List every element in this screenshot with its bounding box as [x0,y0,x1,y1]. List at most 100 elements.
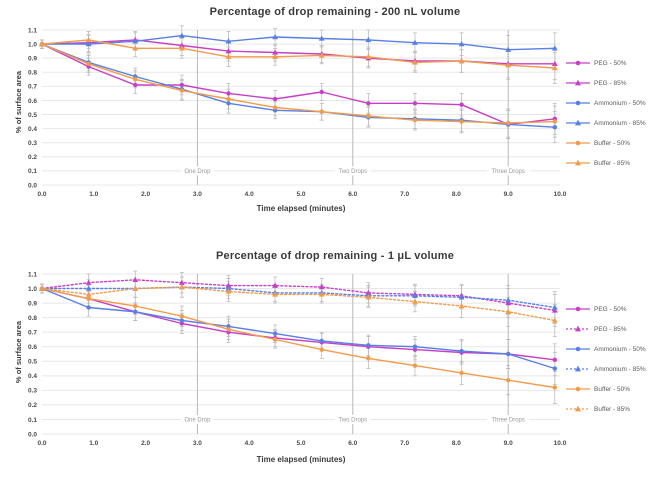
y-tick-label: 0.4 [28,126,37,133]
y-tick-label: 0.1 [28,417,37,424]
legend-marker-icon [566,346,590,352]
y-tick-label: 0.9 [28,300,37,307]
legend: PEG - 50% PEG - 85% Ammonium - 50% Ammonium… [566,304,650,424]
y-tick-label: 0.3 [28,388,37,395]
x-tick-label: 0.0 [37,440,46,447]
legend-item-buffer-50: Buffer - 50% [566,138,650,148]
legend-marker-icon [566,386,590,392]
chart-200nl-volume: Percentage of drop remaining - 200 nL vo… [0,0,650,239]
y-axis-label: % of surface area [14,70,23,134]
y-tick-label: 0.7 [28,84,37,91]
annotation-label: Three Drops [492,418,525,424]
legend-item-buffer-85: Buffer - 85% [566,404,650,414]
y-tick-label: 1.1 [28,27,37,34]
series-buffer-50 [39,41,558,126]
annotation-label: One Drop [184,418,211,424]
series-ammonium-85 [39,283,558,310]
y-tick-label: 0.8 [28,315,37,322]
x-tick-label: 6.0 [348,440,357,447]
series-peg-50 [39,286,558,363]
gridlines [42,29,560,186]
legend-marker-icon [566,79,590,86]
legend-label: Buffer - 85% [594,405,631,413]
series-buffer-85 [39,283,558,323]
legend-item-ammonium-85: Ammonium - 85% [566,118,650,128]
legend-label: Buffer - 50% [594,385,631,393]
legend-label: PEG - 50% [594,305,627,313]
y-tick-label: 1.0 [28,41,37,48]
x-axis-label: Time elapsed (minutes) [256,204,346,213]
y-tick-label: 0.6 [28,344,37,351]
x-tick-label: 9.0 [504,440,513,447]
legend-marker-icon [566,306,590,312]
x-tick-label: 5.0 [296,440,305,447]
x-tick-label: 10.0 [554,440,567,447]
annotation-label: Three Drops [492,169,525,175]
legend-marker-icon [566,365,590,372]
legend: PEG - 50% PEG - 85% Ammonium - 50% Ammonium… [566,58,650,178]
y-tick-label: 0.8 [28,70,37,77]
annotation-label: Two Drops [338,418,367,424]
y-tick-label: 0.6 [28,98,37,105]
legend-item-peg-85: PEG - 85% [566,324,650,334]
x-tick-label: 10.0 [554,191,567,198]
x-tick-label: 6.0 [348,191,357,198]
series-ammonium-85 [39,32,558,52]
y-tick-label: 0.5 [28,112,37,119]
legend-label: Buffer - 85% [594,159,631,167]
annotation-label: Two Drops [338,169,367,175]
x-tick-label: 7.0 [400,440,409,447]
x-tick-label: 2.0 [141,440,150,447]
y-tick-label: 0.0 [28,182,37,189]
series-ammonium-50 [39,286,558,371]
legend-item-ammonium-50: Ammonium - 50% [566,98,650,108]
y-tick-label: 0.5 [28,359,37,366]
legend-item-peg-50: PEG - 50% [566,304,650,314]
x-tick-label: 3.0 [193,191,202,198]
legend-label: Ammonium - 85% [594,365,646,373]
y-tick-label: 0.2 [28,402,37,409]
x-tick-label: 4.0 [245,440,254,447]
legend-label: PEG - 85% [594,325,627,333]
plot-area: 0.0 0.1 0.2 0.3 0.4 0.5 0.6 0.7 0.8 0.9 1.0 1.1 0.0 1… [28,25,567,198]
chart-title: Percentage of drop remaining - 200 nL vo… [209,6,461,18]
y-tick-label: 0.3 [28,140,37,147]
legend-marker-icon [566,325,590,332]
y-tick-label: 0.7 [28,329,37,336]
legend-item-ammonium-85: Ammonium - 85% [566,364,650,374]
x-tick-label: 1.0 [89,191,98,198]
series-peg-50 [39,41,558,127]
x-tick-label: 4.0 [245,191,254,198]
y-tick-label: 0.9 [28,55,37,62]
legend-label: PEG - 50% [594,59,627,67]
y-tick-label: 0.1 [28,168,37,175]
x-tick-label: 2.0 [141,191,150,198]
chart-title: Percentage of drop remaining - 1 μL volu… [215,250,455,262]
legend-item-peg-50: PEG - 50% [566,58,650,68]
x-tick-label: 3.0 [193,440,202,447]
series-buffer-85 [39,36,558,71]
legend-label: Ammonium - 50% [594,345,646,353]
legend-marker-icon [566,140,590,146]
legend-marker-icon [566,60,590,66]
x-axis-label: Time elapsed (minutes) [256,455,346,464]
x-tick-label: 8.0 [452,191,461,198]
series-ammonium-50 [39,41,558,130]
x-tick-label: 5.0 [296,191,305,198]
y-axis-label: % of surface area [14,320,23,384]
y-tick-label: 0.0 [28,431,37,438]
x-tick-label: 1.0 [89,440,98,447]
y-tick-label: 0.4 [28,373,37,380]
y-tick-label: 0.2 [28,154,37,161]
legend-label: PEG - 85% [594,79,627,87]
series-buffer-50 [39,286,558,390]
error-bars [40,25,557,144]
legend-item-buffer-85: Buffer - 85% [566,158,650,168]
y-tick-label: 1.0 [28,286,37,293]
legend-item-ammonium-50: Ammonium - 50% [566,344,650,354]
legend-marker-icon [566,159,590,166]
x-tick-label: 0.0 [37,191,46,198]
legend-label: Ammonium - 50% [594,99,646,107]
legend-item-buffer-50: Buffer - 50% [566,384,650,394]
